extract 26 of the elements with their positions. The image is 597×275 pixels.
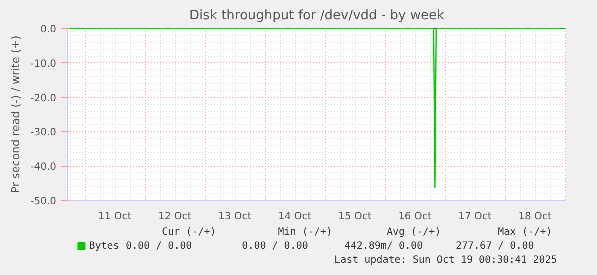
- text: Avg (-/+): [386, 227, 442, 238]
- y-axis-title: Pr second read (-) / write (+): [10, 36, 23, 194]
- text: Min (-/+): [278, 227, 332, 238]
- y-tick-label: -20.0: [30, 93, 56, 104]
- x-tick-label: 12 Oct: [158, 212, 192, 222]
- y-tick-label: -10.0: [30, 58, 56, 70]
- text: Cur (-/+): [162, 227, 216, 238]
- x-tick-label: 15 Oct: [338, 212, 372, 222]
- x-tick-label: 17 Oct: [458, 212, 492, 222]
- text: Last update: Sun Oct 19 00:30:41 2025: [334, 255, 558, 266]
- y-tick-label: -50.0: [30, 196, 56, 208]
- text: 442.89m/ 0.00: [344, 241, 424, 252]
- text: 0.00 / 0.00: [126, 241, 192, 252]
- x-tick-label: 13 Oct: [218, 212, 252, 222]
- y-tick-label: 0.0: [40, 24, 57, 36]
- y-tick-label: -30.0: [30, 128, 56, 139]
- x-tick-label: 18 Oct: [518, 212, 552, 222]
- x-tick-label: 14 Oct: [278, 212, 312, 222]
- text: 0.00 / 0.00: [242, 241, 308, 252]
- y-tick-label: -40.0: [30, 162, 56, 174]
- text: 277.67 / 0.00: [456, 241, 534, 252]
- text: Max (-/+): [498, 227, 552, 238]
- x-tick-label: 11 Oct: [98, 212, 132, 222]
- chart-title: Disk throughput for /dev/vdd - by week: [190, 8, 445, 24]
- legend-label: Bytes: [89, 241, 120, 252]
- x-tick-label: 16 Oct: [398, 212, 432, 222]
